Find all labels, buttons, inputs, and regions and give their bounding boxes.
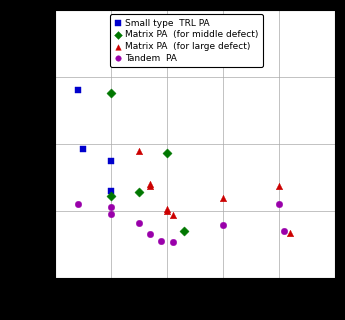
Matrix PA  (for large defect) — [276, 183, 282, 188]
Small type  TRL PA — [108, 188, 114, 194]
Matrix PA  (for middle defect) — [181, 229, 187, 234]
Matrix PA  (for large defect) — [220, 195, 226, 200]
Small type  TRL PA — [75, 88, 80, 93]
Matrix PA  (for large defect) — [287, 230, 293, 235]
Legend: Small type  TRL PA, Matrix PA  (for middle defect), Matrix PA  (for large defect: Small type TRL PA, Matrix PA (for middle… — [110, 14, 263, 67]
Matrix PA  (for middle defect) — [108, 90, 114, 95]
Tandem  PA — [220, 222, 226, 227]
Matrix PA  (for large defect) — [164, 209, 170, 214]
Tandem  PA — [75, 202, 80, 207]
Matrix PA  (for large defect) — [147, 183, 153, 188]
Tandem  PA — [159, 238, 164, 243]
Y-axis label: Signal to noise ratio: Signal to noise ratio — [17, 88, 27, 200]
Matrix PA  (for middle defect) — [136, 190, 142, 195]
Tandem  PA — [108, 204, 114, 210]
Tandem  PA — [170, 240, 175, 245]
Small type  TRL PA — [108, 159, 114, 164]
Tandem  PA — [136, 221, 142, 226]
Tandem  PA — [147, 231, 153, 236]
Tandem  PA — [108, 211, 114, 216]
Matrix PA  (for middle defect) — [164, 151, 170, 156]
Matrix PA  (for large defect) — [170, 213, 175, 218]
Matrix PA  (for large defect) — [136, 148, 142, 153]
Matrix PA  (for middle defect) — [108, 194, 114, 199]
Tandem  PA — [282, 229, 287, 234]
Matrix PA  (for large defect) — [147, 182, 153, 187]
X-axis label: Actual depth (mm): Actual depth (mm) — [142, 304, 247, 314]
Tandem  PA — [276, 202, 282, 207]
Small type  TRL PA — [80, 147, 86, 152]
Matrix PA  (for large defect) — [164, 206, 170, 211]
